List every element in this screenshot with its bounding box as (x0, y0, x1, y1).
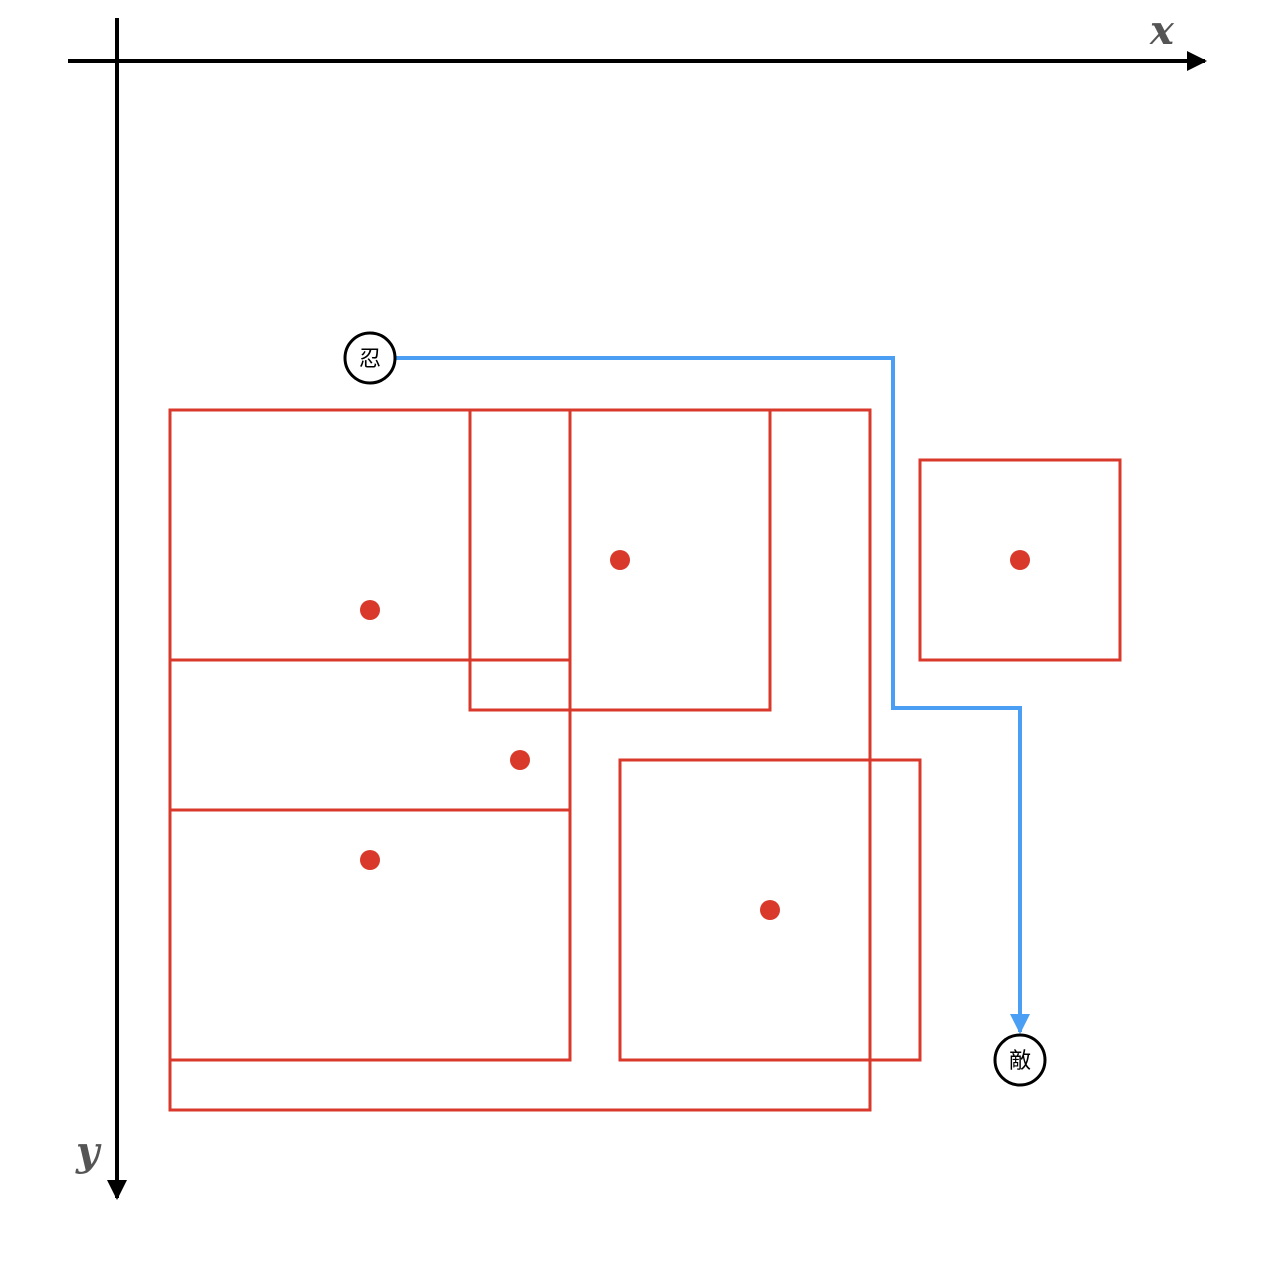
start-node: 忍 (343, 331, 397, 385)
obstacle-center-dot (360, 850, 380, 870)
x-axis-label: x (1149, 7, 1175, 54)
obstacle-center-dot (1010, 550, 1030, 570)
y-axis-label: y (75, 1128, 102, 1175)
obstacle-rect (618, 758, 922, 1062)
obstacle-group (168, 408, 1122, 1112)
end-node-label: 敵 (1009, 1049, 1031, 1074)
obstacle-center-dot (760, 900, 780, 920)
obstacle-rect (918, 458, 1122, 662)
obstacle-rect (168, 658, 572, 1062)
start-node-label: 忍 (359, 347, 381, 372)
obstacle-rect (168, 408, 572, 812)
obstacle-center-dot (360, 600, 380, 620)
obstacle-center-dot (610, 550, 630, 570)
path-line (395, 356, 1030, 1034)
end-node: 敵 (993, 1033, 1047, 1087)
obstacle-rect (468, 408, 772, 712)
obstacle-center-dot (510, 750, 530, 770)
